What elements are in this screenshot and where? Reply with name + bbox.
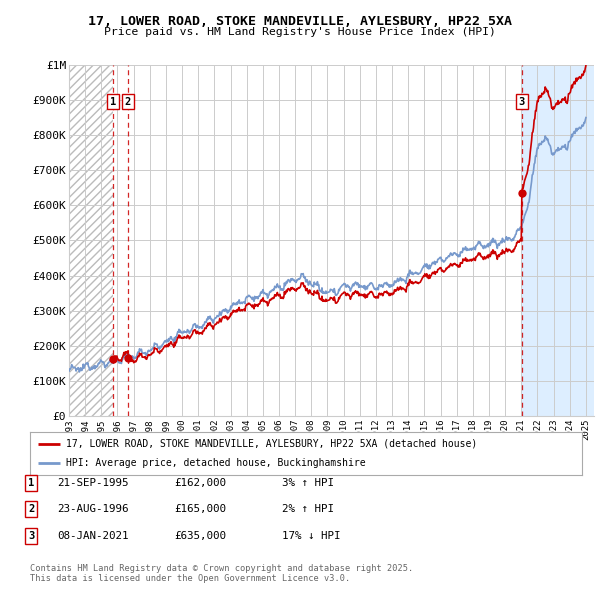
Text: 1: 1 <box>110 97 116 107</box>
Text: 17, LOWER ROAD, STOKE MANDEVILLE, AYLESBURY, HP22 5XA: 17, LOWER ROAD, STOKE MANDEVILLE, AYLESB… <box>88 15 512 28</box>
Text: 23-AUG-1996: 23-AUG-1996 <box>57 504 128 514</box>
Text: 08-JAN-2021: 08-JAN-2021 <box>57 531 128 540</box>
Bar <box>69 65 113 416</box>
Text: £165,000: £165,000 <box>174 504 226 514</box>
Text: Price paid vs. HM Land Registry's House Price Index (HPI): Price paid vs. HM Land Registry's House … <box>104 27 496 37</box>
Text: HPI: Average price, detached house, Buckinghamshire: HPI: Average price, detached house, Buck… <box>66 458 365 468</box>
Text: 2% ↑ HPI: 2% ↑ HPI <box>282 504 334 514</box>
Text: 2: 2 <box>28 504 34 514</box>
Text: Contains HM Land Registry data © Crown copyright and database right 2025.
This d: Contains HM Land Registry data © Crown c… <box>30 563 413 583</box>
Text: 17, LOWER ROAD, STOKE MANDEVILLE, AYLESBURY, HP22 5XA (detached house): 17, LOWER ROAD, STOKE MANDEVILLE, AYLESB… <box>66 439 477 449</box>
Text: 3: 3 <box>518 97 525 107</box>
Text: 21-SEP-1995: 21-SEP-1995 <box>57 478 128 487</box>
Text: £635,000: £635,000 <box>174 531 226 540</box>
Text: 1: 1 <box>28 478 34 487</box>
Text: 3% ↑ HPI: 3% ↑ HPI <box>282 478 334 487</box>
Bar <box>522 65 594 416</box>
Text: 17% ↓ HPI: 17% ↓ HPI <box>282 531 341 540</box>
Text: 2: 2 <box>125 97 131 107</box>
Text: 3: 3 <box>28 531 34 540</box>
Text: £162,000: £162,000 <box>174 478 226 487</box>
